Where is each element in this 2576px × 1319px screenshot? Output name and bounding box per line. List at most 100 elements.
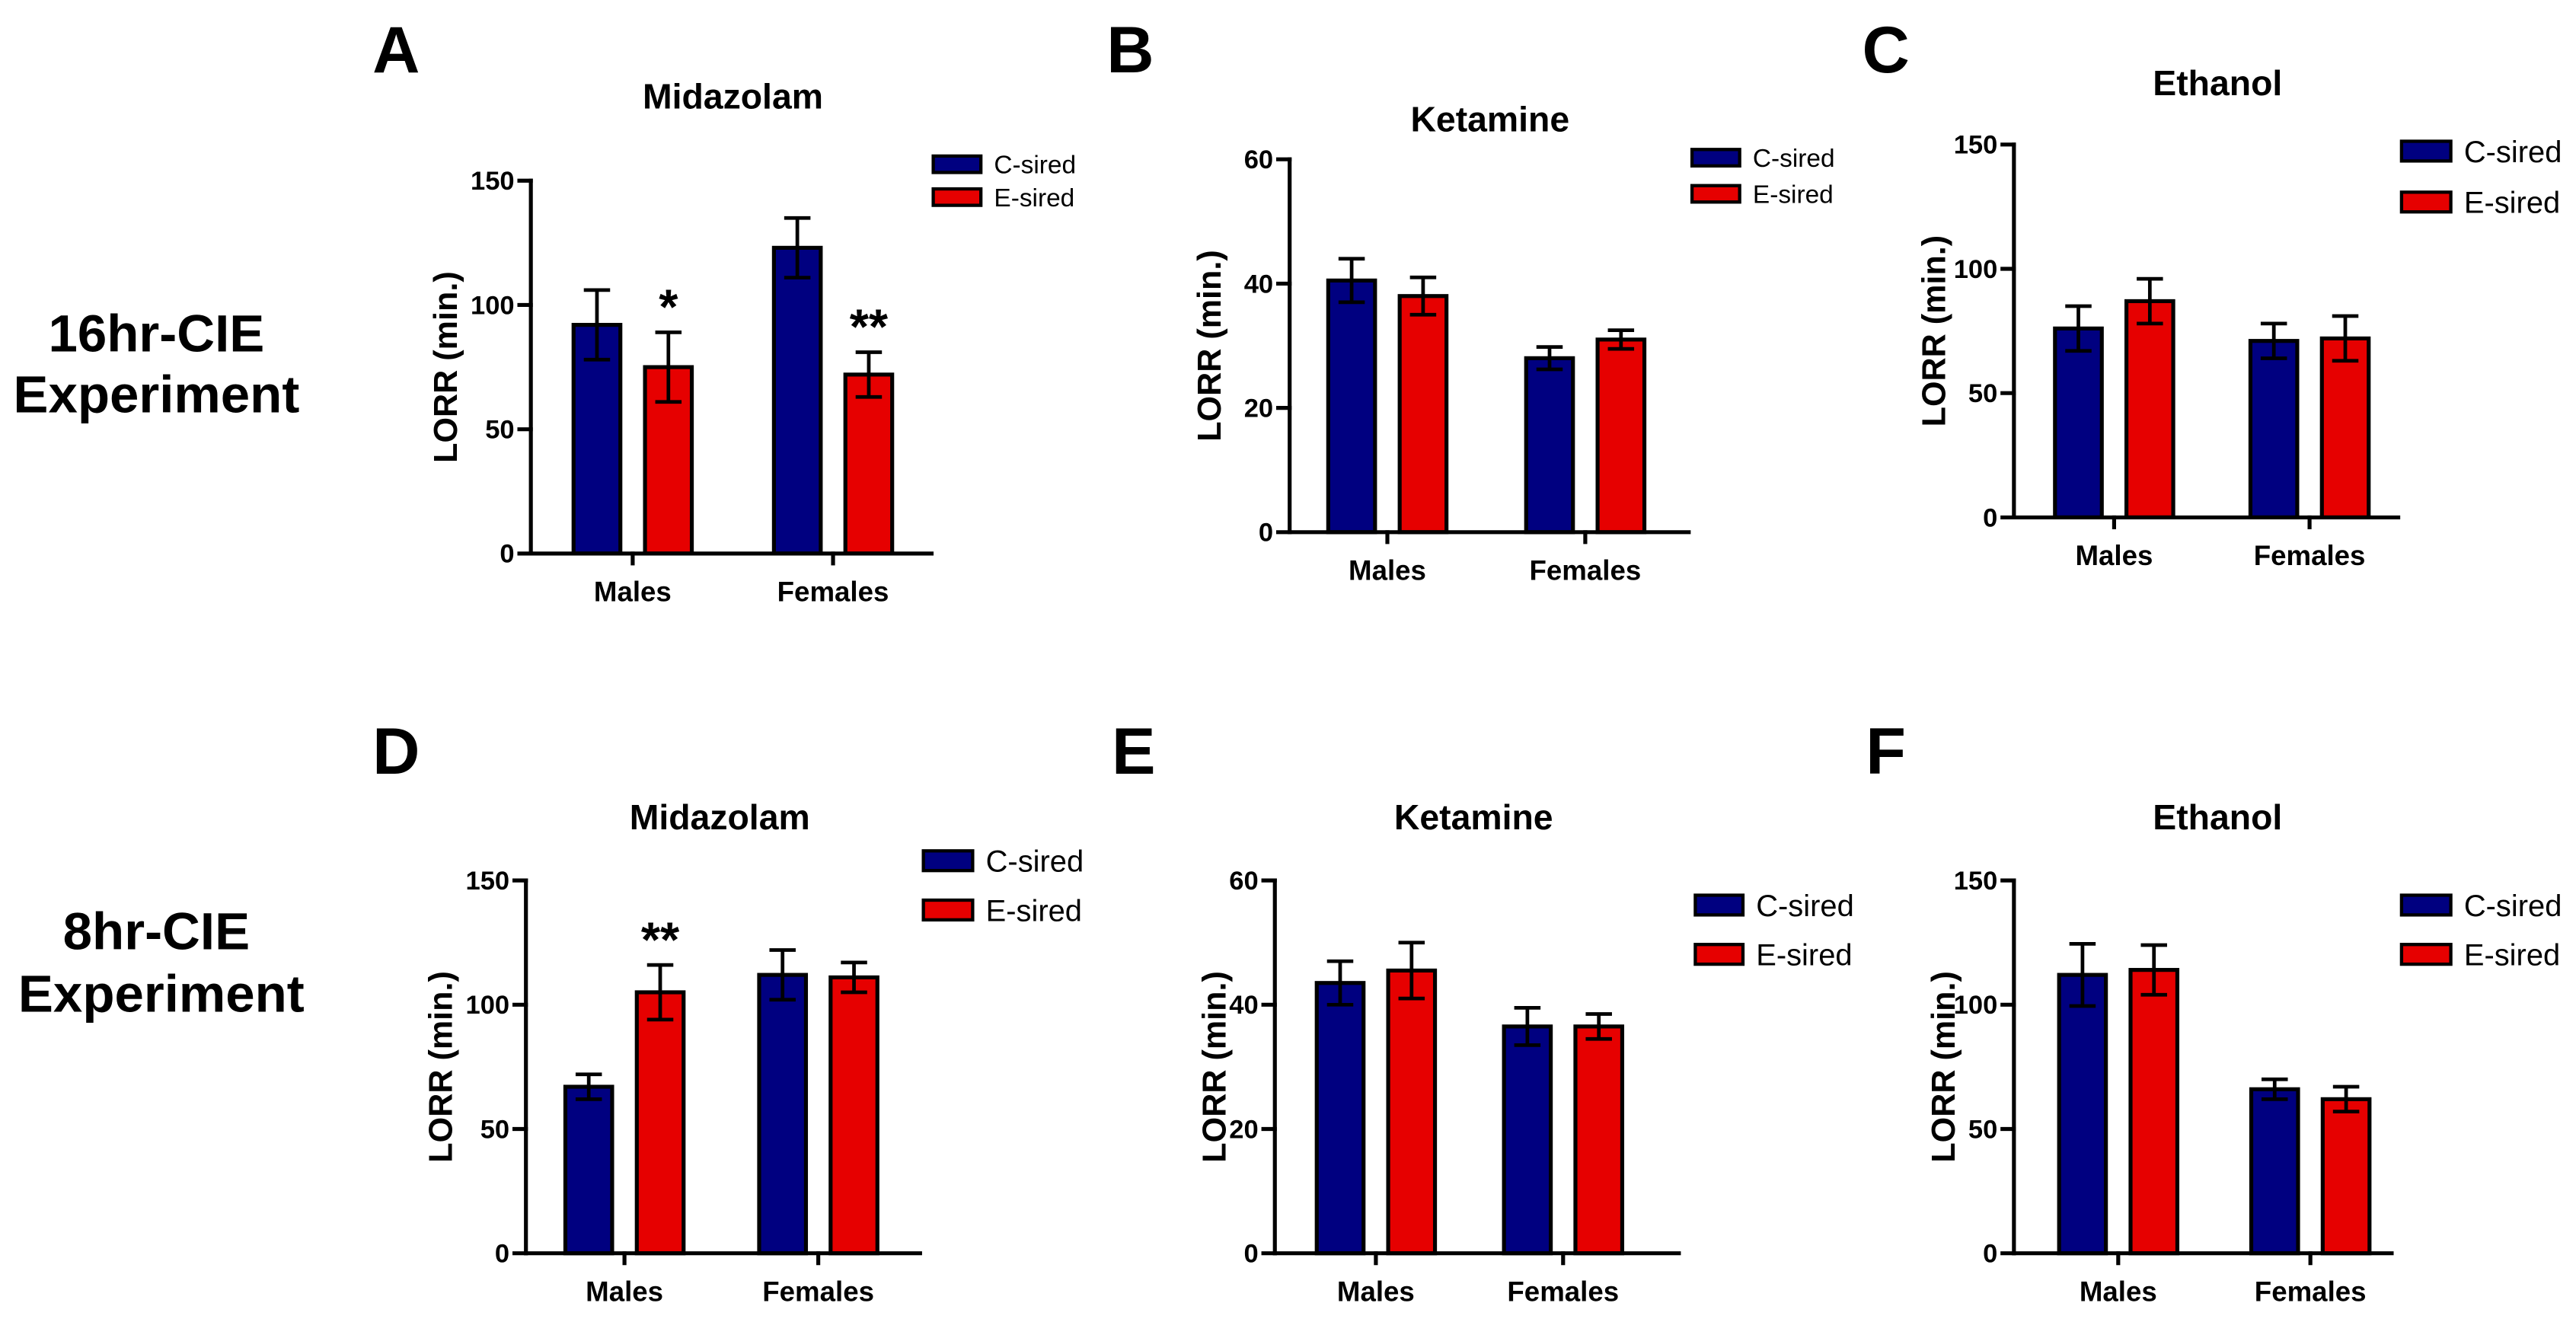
x-category-label-males: Males: [594, 576, 672, 607]
legend-swatch-e-sired: [2399, 943, 2453, 966]
error-bar-males-e-sired: [1409, 275, 1437, 317]
error-bar-males-c-sired: [575, 1072, 602, 1101]
panel-letter: B: [1106, 14, 1154, 87]
error-bar-females-c-sired: [1514, 1006, 1541, 1047]
row-label-line2: Experiment: [18, 965, 305, 1024]
y-axis-label: LORR (min.): [428, 271, 464, 463]
y-tick-label: 20: [1229, 1115, 1258, 1144]
panel-letter: A: [372, 14, 420, 87]
legend-swatch-c-sired: [2399, 893, 2453, 917]
bar-males-e-sired: [634, 990, 686, 1256]
y-axis-label: LORR (min.): [1926, 971, 1962, 1163]
error-bar-males-c-sired: [2069, 941, 2096, 1008]
y-axis-label: LORR (min.): [1197, 971, 1234, 1163]
y-tick-label: 0: [495, 1240, 509, 1269]
error-bar-females-e-sired: [1585, 1012, 1612, 1041]
y-tick-label: 150: [471, 167, 515, 196]
panel-letter: F: [1866, 715, 1906, 788]
y-tick-label: 150: [1954, 131, 1998, 160]
legend-label-e-sired: E-sired: [2464, 939, 2560, 972]
legend-label-e-sired: E-sired: [1753, 181, 1834, 209]
y-tick-label: 40: [1244, 270, 1273, 299]
y-axis-label: LORR (min.): [1192, 250, 1228, 442]
legend-swatch-e-sired: [2399, 190, 2453, 214]
bar-females-e-sired: [1573, 1024, 1625, 1256]
significance-marker: **: [641, 912, 680, 967]
y-tick-label: 0: [1983, 503, 1997, 532]
bar-females-c-sired: [757, 972, 809, 1256]
legend-swatch-e-sired: [1690, 184, 1741, 204]
bar-males-c-sired: [2053, 326, 2104, 520]
bar-females-c-sired: [2248, 339, 2300, 520]
y-tick-label: 60: [1229, 867, 1258, 896]
legend-label-c-sired: C-sired: [2464, 136, 2562, 169]
x-category-label-males: Males: [586, 1276, 663, 1307]
significance-marker: *: [659, 279, 678, 335]
y-tick-label: 0: [500, 540, 514, 569]
x-category-label-males: Males: [2080, 1276, 2157, 1307]
panel-b: B Ketamine LORR (min.) 0 20 40 60 Males Females C…: [1106, 14, 1834, 586]
chart-title: Ethanol: [2153, 63, 2282, 103]
panel-e: E Ketamine LORR (min.) 0 20 40 60 Males Females C…: [1112, 715, 1854, 1307]
error-bar-males-c-sired: [583, 288, 611, 362]
legend-swatch-c-sired: [931, 154, 983, 174]
y-axis-label: LORR (min.): [1916, 235, 1952, 427]
error-bar-males-e-sired: [2140, 943, 2167, 997]
bar-males-c-sired: [1326, 278, 1377, 535]
legend-swatch-c-sired: [1693, 893, 1745, 917]
bar-females-c-sired: [1502, 1024, 1553, 1256]
legend-swatch-e-sired: [931, 187, 983, 207]
chart-title: Ethanol: [2153, 797, 2282, 837]
y-tick-label: 100: [1954, 991, 1998, 1020]
y-tick-label: 100: [1954, 255, 1998, 284]
x-category-label-females: Females: [2255, 1276, 2367, 1307]
error-bar-males-e-sired: [2137, 276, 2163, 326]
error-bar-males-c-sired: [2065, 304, 2092, 353]
y-tick-label: 0: [1259, 519, 1273, 548]
panel-letter: C: [1862, 14, 1909, 87]
y-tick-label: 50: [1968, 379, 1997, 408]
chart-title: Midazolam: [643, 76, 823, 116]
bar-females-e-sired: [2319, 336, 2371, 520]
bar-females-e-sired: [828, 975, 879, 1256]
error-bar-females-c-sired: [784, 216, 811, 279]
y-tick-label: 150: [1954, 867, 1998, 896]
legend-swatch-e-sired: [921, 898, 975, 922]
error-bar-females-e-sired: [1607, 328, 1635, 351]
bar-females-c-sired: [771, 245, 823, 556]
legend-label-c-sired: C-sired: [994, 152, 1076, 180]
error-bar-females-c-sired: [2262, 1077, 2288, 1101]
x-category-label-males: Males: [1337, 1276, 1415, 1307]
legend-label-e-sired: E-sired: [2464, 187, 2560, 220]
bar-males-c-sired: [2057, 972, 2108, 1256]
chart-title: Ketamine: [1394, 797, 1553, 837]
bar-males-c-sired: [563, 1084, 614, 1256]
y-tick-label: 40: [1229, 991, 1258, 1020]
legend-label-e-sired: E-sired: [994, 184, 1074, 212]
row-label-16hr: 16hr-CIE Experiment: [13, 305, 299, 424]
y-axis-label: LORR (min.): [423, 971, 460, 1163]
legend: C-sired E-sired: [2399, 889, 2562, 972]
error-bar-females-c-sired: [769, 948, 796, 1002]
panel-f: F Ethanol LORR (min.) 0 50 100 150 Males Females…: [1866, 715, 2562, 1307]
x-category-label-females: Females: [762, 1276, 874, 1307]
y-tick-label: 100: [471, 291, 515, 320]
y-tick-label: 60: [1244, 145, 1273, 174]
panel-d: D Midazolam LORR (min.) 0 50 100 150 Males Femal…: [372, 715, 1084, 1307]
y-tick-label: 50: [485, 416, 514, 445]
bar-males-e-sired: [2128, 968, 2180, 1256]
legend: C-sired E-sired: [921, 845, 1084, 928]
bar-males-c-sired: [1314, 981, 1366, 1256]
error-bar-males-c-sired: [1326, 959, 1354, 1007]
legend-label-e-sired: E-sired: [986, 894, 1082, 928]
bar-females-c-sired: [1524, 356, 1575, 535]
row-label-line1: 16hr-CIE: [48, 305, 264, 363]
x-category-label-females: Females: [1507, 1276, 1619, 1307]
legend-label-c-sired: C-sired: [1753, 145, 1835, 173]
y-tick-label: 150: [466, 867, 510, 896]
x-category-label-males: Males: [2075, 540, 2153, 571]
legend-swatch-e-sired: [1693, 943, 1745, 966]
x-category-label-females: Females: [1530, 554, 1642, 586]
error-bar-males-e-sired: [1398, 941, 1425, 1001]
